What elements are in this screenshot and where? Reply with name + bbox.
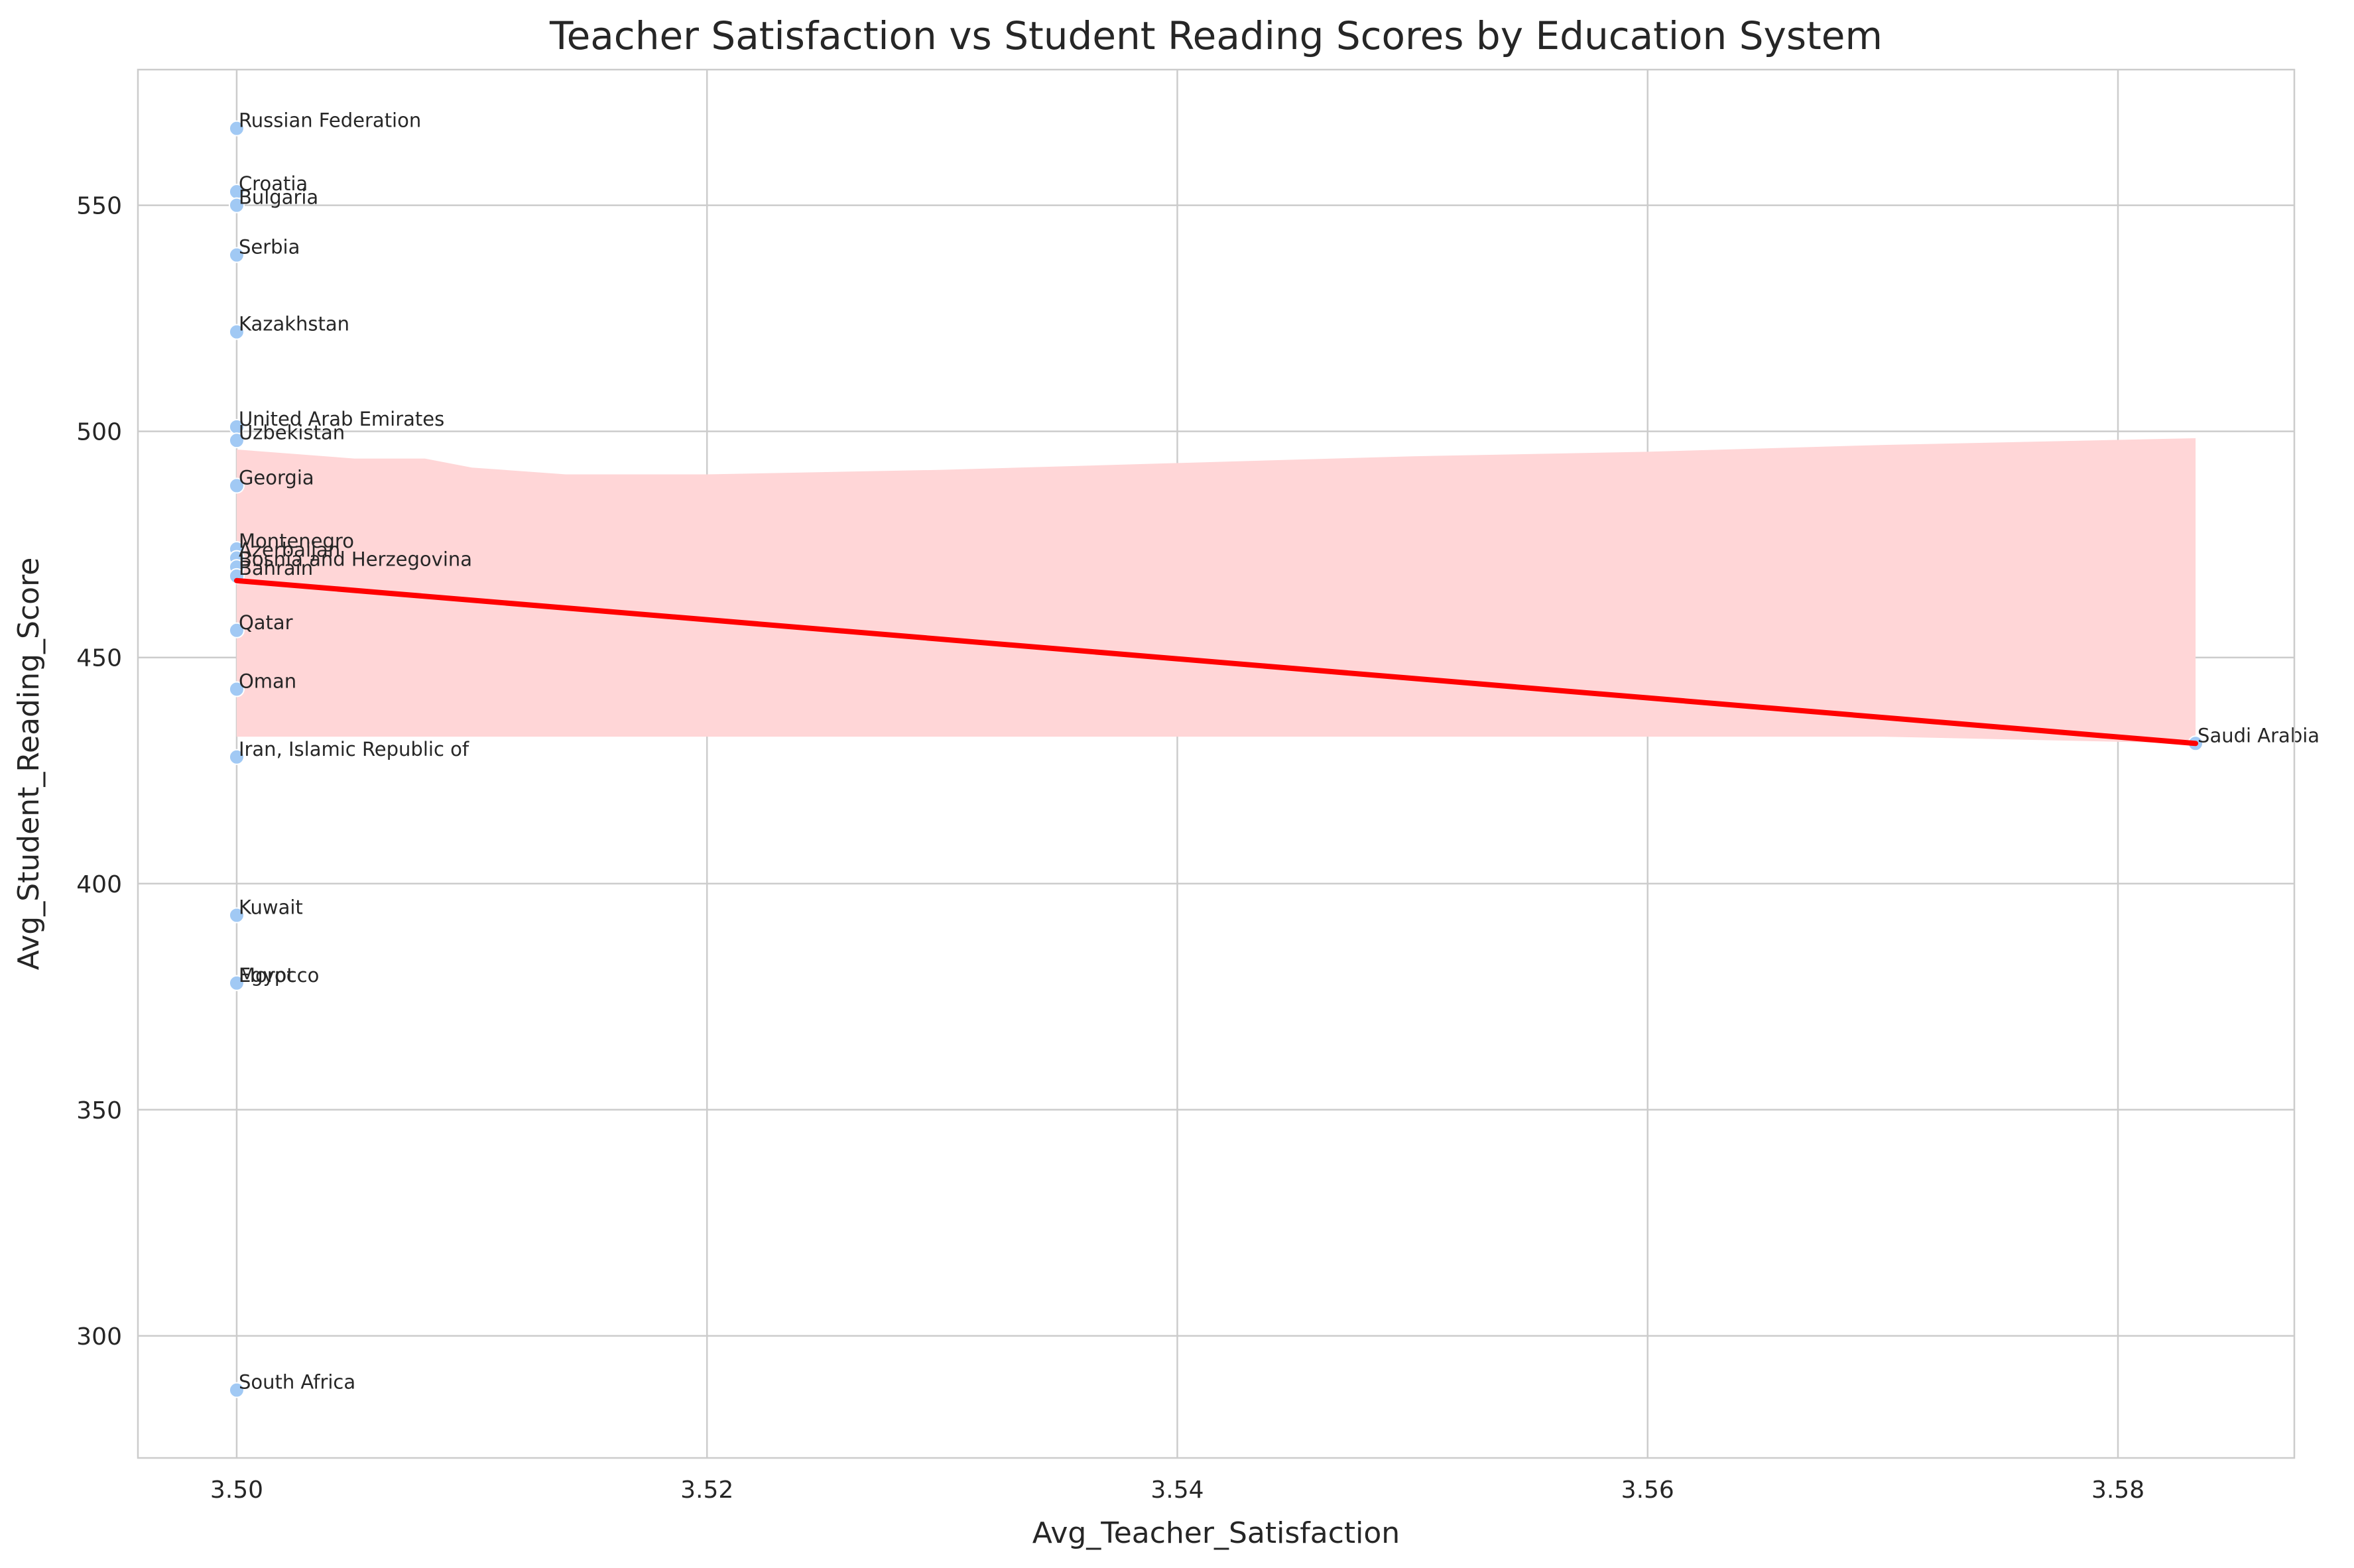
point-label: Montenegro [239,530,354,552]
y-tick-label: 500 [76,419,122,446]
x-tick-label: 3.52 [680,1477,733,1504]
point-label: Bosnia and Herzegovina [239,548,472,570]
trend-line [233,577,2199,747]
point-label: Qatar [239,611,293,634]
scatter-point [228,975,245,991]
point-label: South Africa [239,1371,355,1394]
y-tick-label: 450 [76,645,122,672]
x-tick-label: 3.50 [210,1477,263,1504]
point-label: Bulgaria [239,186,318,209]
scatter-point [228,1382,245,1398]
point-label: Azerbaijan [239,539,340,562]
point-label: Bahrain [239,557,313,579]
point-label: Georgia [239,467,314,489]
point-label: Croatia [239,172,308,195]
x-tick-label: 3.58 [2091,1477,2144,1504]
trend-line-layer [233,577,2199,747]
point-label: Oman [239,670,296,692]
scatter-points [228,120,2204,1398]
point-label: Iran, Islamic Republic of [239,738,469,760]
x-tick-label: 3.56 [1621,1477,1674,1504]
point-label: Russian Federation [239,109,421,132]
scatter-point [228,477,245,494]
scatter-point [228,324,245,340]
confidence-band [236,438,2196,744]
point-label: United Arab Emirates [239,408,444,430]
point-label: Egypt [239,964,294,987]
scatter-point [228,749,245,765]
point-label: Saudi Arabia [2198,724,2320,747]
y-tick-label: 350 [76,1097,122,1124]
y-axis-ticks: 300 350 400 450 500 550 [76,193,122,1351]
scatter-point [228,622,245,638]
y-tick-label: 300 [76,1323,122,1351]
point-label: Uzbekistan [239,421,345,444]
y-axis-label: Avg_Student_Reading_Score [12,558,46,971]
scatter-point [228,907,245,924]
point-label: Serbia [239,236,300,259]
point-label: Morocco [239,964,319,987]
scatter-point [228,120,245,137]
scatter-point [228,681,245,697]
confidence-band-layer [236,438,2196,744]
point-label: Kuwait [239,896,303,918]
chart-title: Teacher Satisfaction vs Student Reading … [549,13,1883,58]
plot-frame [137,68,2296,1459]
scatter-point [228,432,245,449]
scatter-point [228,197,245,213]
x-tick-label: 3.54 [1150,1477,1204,1504]
scatter-point [228,247,245,263]
y-tick-label: 550 [76,193,122,220]
x-axis-ticks: 3.50 3.52 3.54 3.56 3.58 [210,1477,2144,1504]
point-label: Kazakhstan [239,313,349,335]
y-tick-label: 400 [76,871,122,898]
x-axis-label: Avg_Teacher_Satisfaction [1032,1516,1400,1550]
plot-area-background [138,70,2294,1458]
